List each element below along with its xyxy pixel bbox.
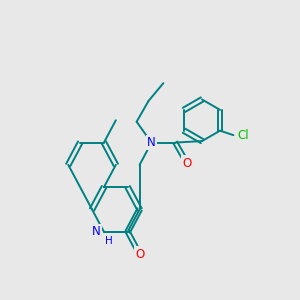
Text: H: H xyxy=(105,236,113,246)
Text: N: N xyxy=(147,136,156,149)
Text: O: O xyxy=(182,157,192,170)
Text: N: N xyxy=(92,225,100,238)
Text: O: O xyxy=(135,248,144,260)
Text: Cl: Cl xyxy=(238,129,250,142)
